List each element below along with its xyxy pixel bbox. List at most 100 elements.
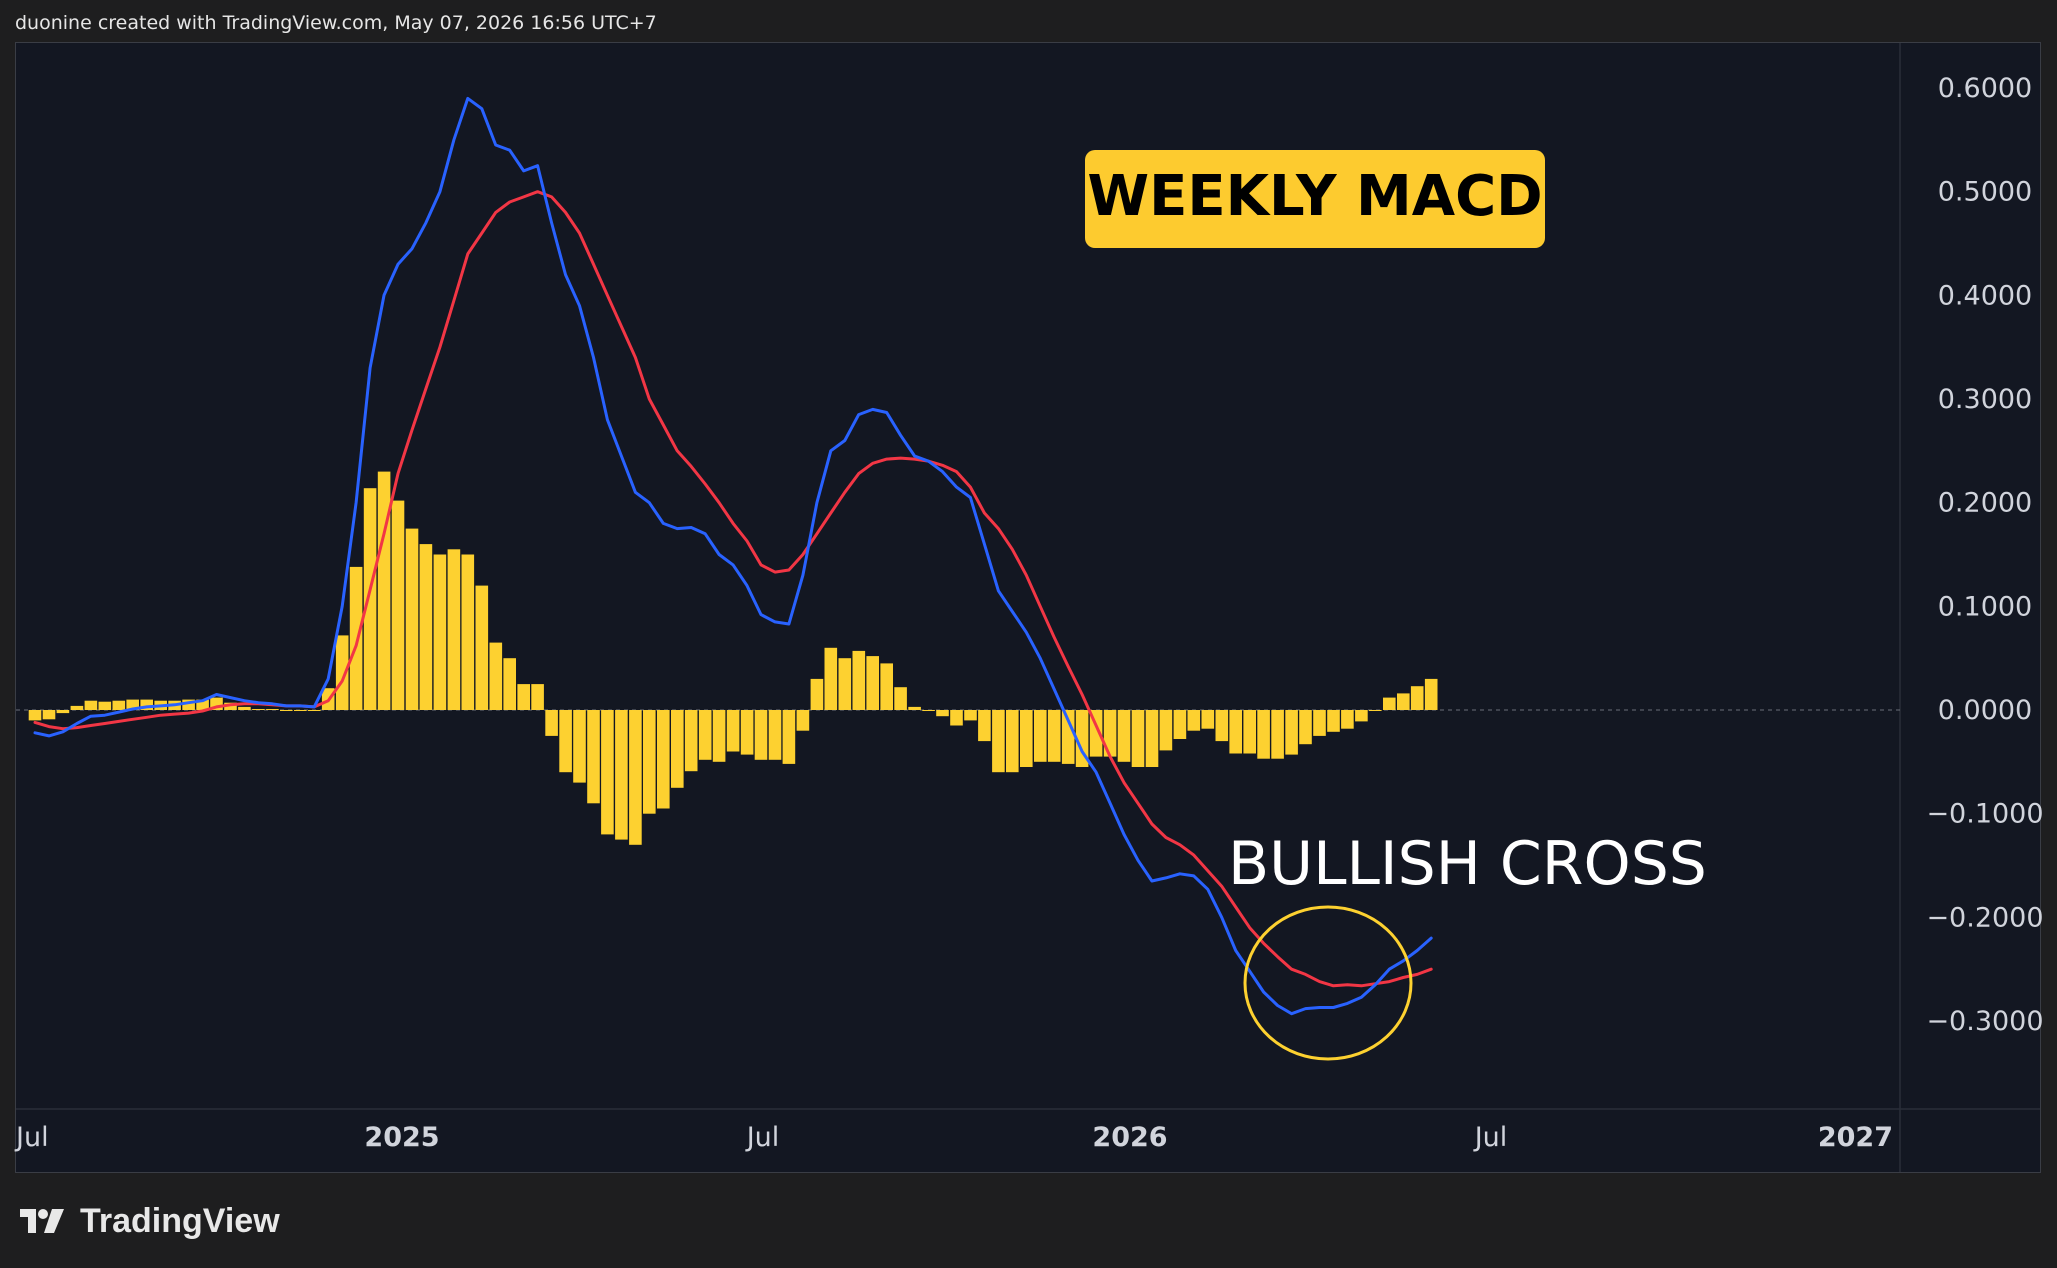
y-tick-label: −0.3000 [1926, 1006, 2043, 1037]
callout-text: BULLISH CROSS [1228, 829, 1707, 899]
histogram-bar [866, 656, 879, 710]
histogram-bar [671, 710, 684, 788]
tradingview-logo-text: TradingView [80, 1201, 280, 1240]
y-tick-label: −0.2000 [1926, 902, 2043, 933]
y-tick-label: 0.0000 [1938, 695, 2032, 726]
histogram [28, 471, 1438, 845]
histogram-bar [1369, 710, 1382, 711]
histogram-bar [377, 471, 391, 710]
histogram-bar [1201, 710, 1215, 729]
macd-line [33, 96, 1433, 1016]
histogram-bar [1355, 710, 1368, 722]
histogram-bar [573, 710, 586, 783]
histogram-bar [726, 710, 740, 752]
bullish-cross-circle [1243, 905, 1413, 1061]
attribution-bar: duonine created with TradingView.com, Ma… [0, 0, 2057, 42]
histogram-bar [559, 710, 572, 773]
histogram-bar [56, 710, 70, 714]
histogram-bar [433, 554, 447, 710]
histogram-bar [601, 710, 614, 835]
histogram-bar [880, 663, 893, 710]
histogram-bar [28, 710, 42, 721]
histogram-bar [1006, 710, 1019, 773]
attribution-text: duonine created with TradingView.com, Ma… [15, 12, 657, 34]
histogram-bar [1047, 710, 1061, 762]
histogram-bar [280, 710, 293, 711]
histogram-bar [1187, 710, 1201, 731]
histogram-bar [1103, 710, 1117, 757]
histogram-bar [252, 709, 265, 710]
histogram-bar [112, 700, 126, 710]
histogram-bar [531, 684, 544, 710]
histogram-bar [349, 566, 363, 710]
histogram-bar [894, 687, 907, 710]
histogram-bar [712, 710, 726, 762]
histogram-bar [308, 710, 321, 711]
histogram-bar [950, 710, 963, 726]
y-tick-label: 0.4000 [1938, 280, 2032, 311]
histogram-bar [489, 642, 503, 710]
histogram-bar [545, 710, 558, 736]
histogram-bar [964, 710, 977, 721]
histogram-bar [698, 710, 712, 760]
histogram-bar [1327, 710, 1340, 732]
title-badge [1085, 150, 1545, 248]
histogram-bar [824, 647, 838, 710]
histogram-bar [838, 658, 852, 710]
histogram-bar [852, 650, 866, 710]
histogram-bar [42, 710, 56, 720]
x-tick-label: Jul [14, 1122, 49, 1153]
histogram-bar [1117, 710, 1131, 762]
histogram-bar [1285, 710, 1298, 755]
histogram-bar [1145, 710, 1159, 767]
histogram-bar [684, 710, 698, 772]
histogram-bar [1131, 710, 1145, 767]
histogram-bar [294, 710, 307, 711]
histogram-bar [419, 544, 433, 710]
histogram-bar [1424, 678, 1438, 710]
histogram-bar [1159, 710, 1173, 751]
histogram-bar [1020, 710, 1033, 767]
x-tick-label: 2027 [1818, 1122, 1893, 1153]
histogram-bar [978, 710, 991, 742]
histogram-bar [657, 710, 670, 809]
histogram-bar [615, 710, 628, 840]
histogram-bar [782, 710, 796, 764]
x-tick-label: Jul [1473, 1122, 1508, 1153]
histogram-bar [643, 710, 656, 814]
histogram-bar [1313, 710, 1326, 736]
histogram-bar [936, 710, 949, 717]
histogram-bar [98, 701, 112, 710]
histogram-bar [1299, 710, 1312, 745]
histogram-bar [1173, 710, 1187, 739]
histogram-bar [70, 705, 84, 710]
x-tick-label: Jul [745, 1122, 780, 1153]
histogram-bar [810, 678, 824, 710]
x-tick-label: 2025 [364, 1122, 439, 1153]
histogram-bar [391, 500, 405, 710]
histogram-bar [796, 710, 810, 731]
histogram-bar [1397, 693, 1410, 710]
x-tick-label: 2026 [1092, 1122, 1167, 1153]
histogram-bar [517, 684, 530, 710]
price-axis: 0.6000 0.5000 0.4000 0.3000 0.2000 0.1000 0.00… [1926, 73, 2043, 1037]
histogram-bar [1243, 710, 1256, 754]
histogram-bar [908, 706, 921, 710]
histogram-bar [1271, 710, 1284, 759]
histogram-bar [182, 699, 195, 710]
chart-title: WEEKLY MACD [1087, 164, 1542, 229]
histogram-bar [224, 702, 237, 710]
histogram-bar [196, 699, 209, 710]
y-tick-label: 0.1000 [1938, 591, 2032, 622]
y-tick-label: −0.1000 [1926, 799, 2043, 830]
histogram-bar [1075, 710, 1089, 767]
histogram-bar [922, 710, 935, 711]
histogram-bar [140, 699, 153, 710]
y-tick-label: 0.6000 [1938, 73, 2032, 104]
histogram-bar [1257, 710, 1270, 759]
histogram-bar [992, 710, 1005, 773]
histogram-bar [1341, 710, 1354, 729]
histogram-bar [1215, 710, 1229, 742]
histogram-bar [363, 488, 377, 710]
